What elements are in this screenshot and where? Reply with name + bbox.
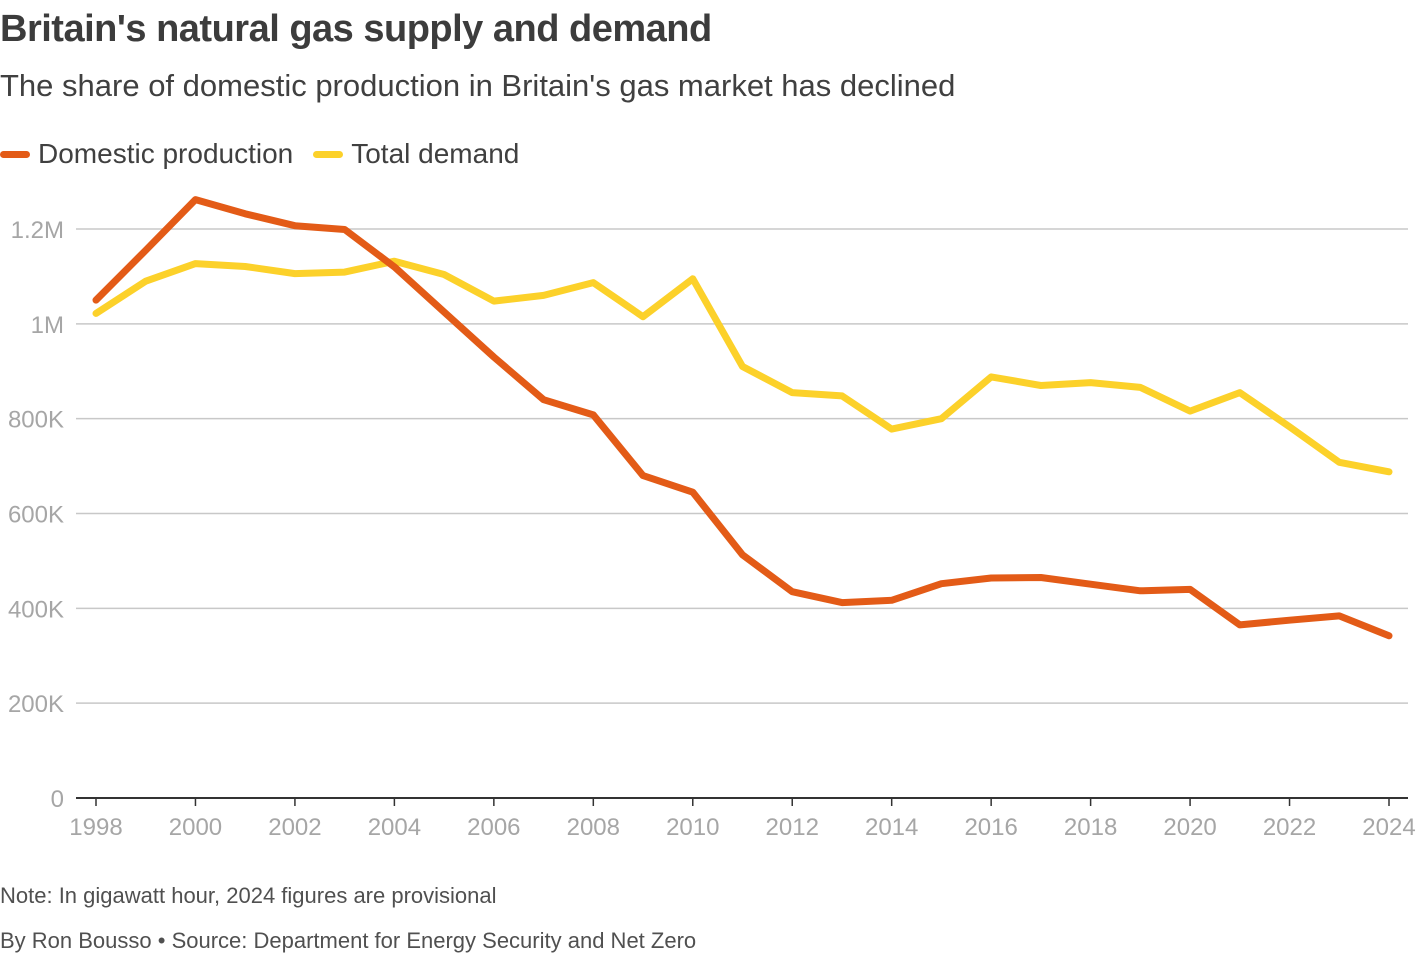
x-tick-label: 2014 — [865, 814, 918, 841]
y-tick-label: 1M — [31, 312, 64, 339]
x-tick-label: 2022 — [1263, 814, 1316, 841]
legend-label-domestic-production: Domestic production — [38, 138, 294, 169]
legend-swatch-total-demand — [313, 150, 344, 158]
x-tick-label: 2020 — [1163, 814, 1216, 841]
x-tick-label: 2016 — [964, 814, 1017, 841]
x-tick-label: 2000 — [169, 814, 222, 841]
y-tick-label: 0 — [51, 786, 64, 813]
series-line-total-demand — [92, 257, 1393, 476]
footnote: Note: In gigawatt hour, 2024 figures are… — [0, 883, 497, 908]
legend-item-total-demand: Total demand — [313, 138, 519, 170]
line-chart: 0 200K 400K 600K 800K 1M 1.2M 1998 2000 2002 2004 2… — [8, 196, 1416, 841]
source-credit: By Ron Bousso • Source: Department for E… — [0, 928, 697, 953]
chart-subtitle: The share of domestic production in Brit… — [0, 68, 956, 103]
x-tick-label: 2008 — [567, 814, 620, 841]
x-tick-label: 2006 — [467, 814, 520, 841]
x-tick-label: 2010 — [666, 814, 719, 841]
y-tick-label: 800K — [8, 407, 64, 434]
x-tick-label: 2004 — [368, 814, 421, 841]
legend-item-domestic-production: Domestic production — [0, 138, 293, 170]
legend: Domestic production Total demand — [0, 138, 539, 170]
y-tick-label: 400K — [8, 596, 64, 623]
y-tick-label: 1.2M — [11, 217, 64, 244]
x-tick-label: 1998 — [69, 814, 122, 841]
x-tick-label: 2024 — [1362, 814, 1415, 841]
legend-label-total-demand: Total demand — [351, 138, 520, 169]
series-line-domestic-production — [92, 196, 1393, 640]
y-tick-label: 200K — [8, 691, 64, 718]
x-tick-label: 2002 — [268, 814, 321, 841]
x-tick-label: 2012 — [766, 814, 819, 841]
y-tick-label: 600K — [8, 502, 64, 529]
legend-swatch-domestic-production — [0, 150, 30, 158]
chart-title: Britain's natural gas supply and demand — [0, 8, 712, 50]
x-tick-label: 2018 — [1064, 814, 1117, 841]
